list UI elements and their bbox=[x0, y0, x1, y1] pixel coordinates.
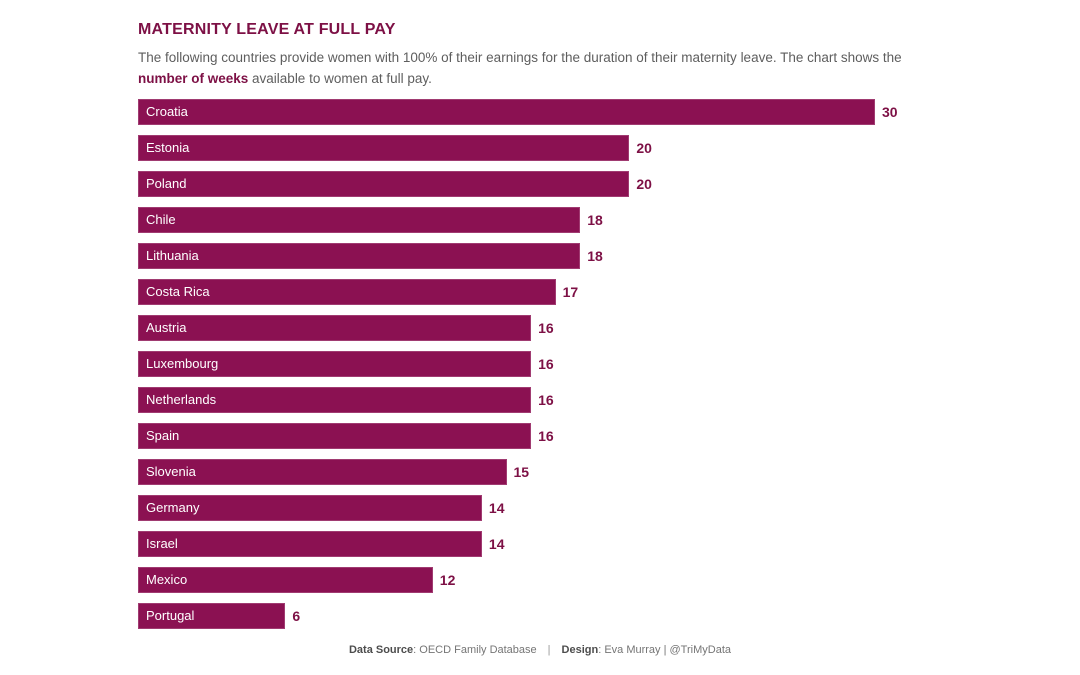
country-label: Lithuania bbox=[146, 248, 199, 263]
bar-row-slovenia: Slovenia 15 bbox=[138, 459, 1038, 485]
value-label: 16 bbox=[538, 356, 554, 372]
bar-netherlands[interactable]: Netherlands bbox=[138, 387, 532, 413]
country-label: Estonia bbox=[146, 140, 190, 155]
country-label: Germany bbox=[146, 500, 200, 515]
bar-poland[interactable]: Poland bbox=[138, 171, 630, 197]
bar-row-lithuania: Lithuania 18 bbox=[138, 243, 1038, 269]
country-label: Croatia bbox=[146, 104, 188, 119]
chart-subtitle: The following countries provide women wi… bbox=[138, 47, 933, 89]
value-label: 12 bbox=[439, 572, 456, 588]
bar-croatia[interactable]: Croatia bbox=[138, 99, 875, 125]
value-label: 14 bbox=[488, 500, 505, 516]
bar-row-poland: Poland 20 bbox=[138, 171, 1038, 197]
bar-mexico[interactable]: Mexico bbox=[138, 567, 433, 593]
bar-portugal[interactable]: Portugal bbox=[138, 603, 286, 629]
country-label: Mexico bbox=[146, 572, 188, 587]
value-label: 15 bbox=[513, 464, 530, 480]
design-label: Design bbox=[561, 644, 599, 656]
country-label: Portugal bbox=[146, 608, 195, 623]
bar-row-portugal: Portugal 6 bbox=[138, 603, 1038, 629]
bar-germany[interactable]: Germany bbox=[138, 495, 482, 521]
bar-row-mexico: Mexico 12 bbox=[138, 567, 1038, 593]
bar-row-estonia: Estonia 20 bbox=[138, 135, 1038, 161]
bar-row-austria: Austria 16 bbox=[138, 315, 1038, 341]
bar-row-netherlands: Netherlands 16 bbox=[138, 387, 1038, 413]
design-value: : Eva Murray | @TriMyData bbox=[598, 644, 732, 656]
subtitle-text-start: The following countries provide women wi… bbox=[138, 50, 902, 65]
value-label: 17 bbox=[562, 284, 579, 300]
country-label: Austria bbox=[146, 320, 187, 335]
footer-caption: Data Source: OECD Family Database | Design… bbox=[0, 643, 1080, 657]
page-title: MATERNITY LEAVE AT FULL PAY bbox=[138, 21, 396, 38]
country-label: Luxembourg bbox=[146, 356, 219, 371]
bar-row-germany: Germany 14 bbox=[138, 495, 1038, 521]
country-label: Chile bbox=[146, 212, 176, 227]
bar-austria[interactable]: Austria bbox=[138, 315, 532, 341]
bar-chart: Croatia 30 Estonia 20 Poland 20 Chile 18 Lithuan… bbox=[138, 99, 1038, 639]
value-label: 18 bbox=[587, 212, 603, 228]
bar-row-israel: Israel 14 bbox=[138, 531, 1038, 557]
value-label: 30 bbox=[882, 104, 898, 120]
data-source-value: : OECD Family Database bbox=[413, 644, 537, 656]
bar-costa-rica[interactable]: Costa Rica bbox=[138, 279, 556, 305]
bar-spain[interactable]: Spain bbox=[138, 423, 532, 449]
bar-row-luxembourg: Luxembourg 16 bbox=[138, 351, 1038, 377]
bar-lithuania[interactable]: Lithuania bbox=[138, 243, 581, 269]
bar-israel[interactable]: Israel bbox=[138, 531, 482, 557]
bar-chile[interactable]: Chile bbox=[138, 207, 581, 233]
value-label: 16 bbox=[538, 392, 554, 408]
bar-row-croatia: Croatia 30 bbox=[138, 99, 1038, 125]
country-label: Costa Rica bbox=[146, 284, 210, 299]
bar-row-chile: Chile 18 bbox=[138, 207, 1038, 233]
chart-header: MATERNITY LEAVE AT FULL PAY The followin… bbox=[138, 20, 938, 89]
value-label: 14 bbox=[488, 536, 505, 552]
country-label: Spain bbox=[146, 428, 180, 443]
subtitle-text-end: available to women at full pay. bbox=[248, 71, 432, 86]
bar-estonia[interactable]: Estonia bbox=[138, 135, 630, 161]
country-label: Israel bbox=[146, 536, 178, 551]
subtitle-bold-phrase: number of weeks bbox=[138, 71, 249, 86]
value-label: 18 bbox=[587, 248, 603, 264]
bar-luxembourg[interactable]: Luxembourg bbox=[138, 351, 532, 377]
value-label: 6 bbox=[292, 608, 301, 624]
value-label: 20 bbox=[636, 140, 652, 156]
country-label: Poland bbox=[146, 176, 187, 191]
data-source-label: Data Source bbox=[348, 644, 414, 656]
country-label: Netherlands bbox=[146, 392, 217, 407]
bar-row-spain: Spain 16 bbox=[138, 423, 1038, 449]
value-label: 16 bbox=[538, 428, 554, 444]
bar-row-costa-rica: Costa Rica 17 bbox=[138, 279, 1038, 305]
country-label: Slovenia bbox=[146, 464, 196, 479]
value-label: 20 bbox=[636, 176, 652, 192]
value-label: 16 bbox=[538, 320, 554, 336]
footer-separator: | bbox=[547, 644, 551, 656]
bar-slovenia[interactable]: Slovenia bbox=[138, 459, 507, 485]
